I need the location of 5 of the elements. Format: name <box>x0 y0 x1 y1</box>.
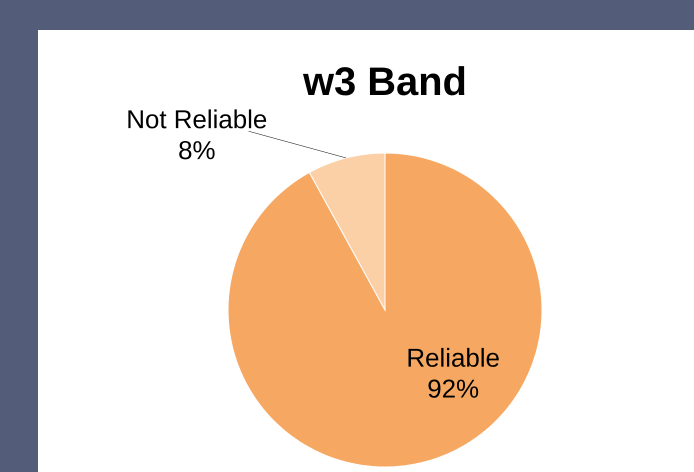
slice-label: Not Reliable <box>128 109 266 128</box>
slice-label: Reliable <box>408 348 499 367</box>
data-label: 92% <box>428 379 478 398</box>
data-label: 8% <box>179 140 215 160</box>
chart-title: w3 Band <box>302 66 464 96</box>
